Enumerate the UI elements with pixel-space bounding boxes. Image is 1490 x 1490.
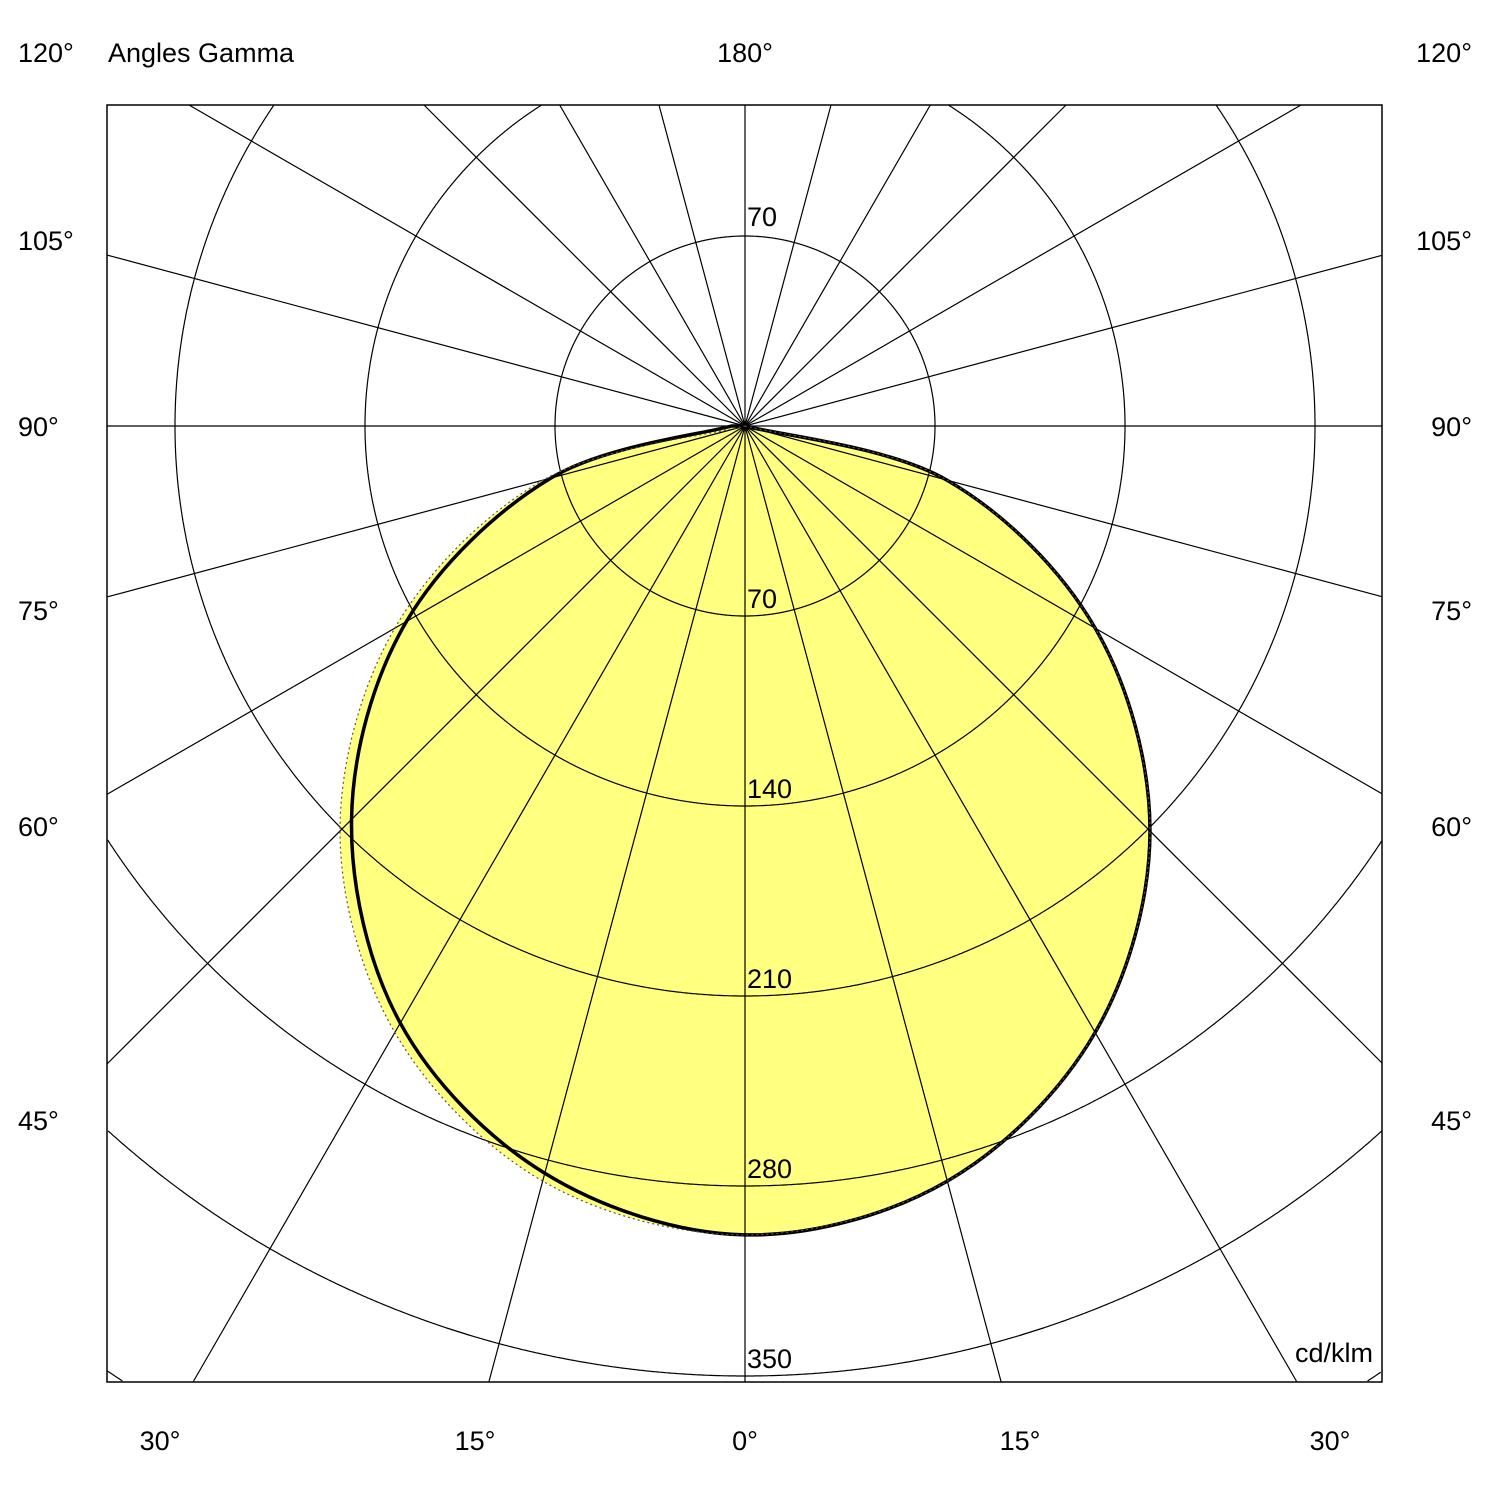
grid-radial-line xyxy=(744,425,1383,795)
grid-radial-line xyxy=(744,254,1383,427)
angle-label-top-right: 120° xyxy=(1416,38,1472,68)
grid-radial-line xyxy=(559,104,746,427)
angle-label-left: 90° xyxy=(18,412,59,442)
chart-title: Angles Gamma xyxy=(108,38,295,68)
angle-label-right: 60° xyxy=(1431,812,1472,842)
angle-label-bottom: 15° xyxy=(455,1426,496,1456)
angle-label-bottom: 0° xyxy=(732,1426,758,1456)
grid-ring xyxy=(174,105,1316,997)
angle-label-bottom: 30° xyxy=(140,1426,181,1456)
ring-label: 210 xyxy=(747,964,792,994)
angle-label-left: 45° xyxy=(18,1106,59,1136)
angle-label-left: 105° xyxy=(18,226,74,256)
plot-frame xyxy=(106,104,1383,1383)
grid-radial-line xyxy=(188,104,746,427)
grid-radial-line xyxy=(744,425,1383,1064)
ring-label-top: 70 xyxy=(747,202,777,232)
angle-label-right: 45° xyxy=(1431,1106,1472,1136)
angle-label-top-center: 180° xyxy=(717,38,773,68)
grid-radial-line xyxy=(744,425,1383,598)
grid-radial-line xyxy=(658,104,746,427)
angle-label-right: 90° xyxy=(1431,412,1472,442)
grid-radial-line xyxy=(744,104,832,427)
grid-ring xyxy=(107,839,1383,1187)
grid-radial-line xyxy=(744,425,1002,1383)
angle-label-top-left: 120° xyxy=(18,38,74,68)
angle-label-left: 60° xyxy=(18,812,59,842)
ring-label: 70 xyxy=(747,584,777,614)
ring-label: 280 xyxy=(747,1154,792,1184)
grid-radial-line xyxy=(488,425,746,1383)
angle-label-bottom: 30° xyxy=(1310,1426,1351,1456)
grid-ring xyxy=(364,104,1126,807)
grid-radial-line xyxy=(744,104,1302,427)
ring-label: 140 xyxy=(747,774,792,804)
grid-radial-line xyxy=(106,254,746,427)
angle-label-right: 75° xyxy=(1431,596,1472,626)
grid-radial-line xyxy=(192,425,746,1383)
grid-radial-line xyxy=(106,425,746,598)
grid-radial-line xyxy=(106,425,746,1065)
grid-radial-line xyxy=(744,104,931,427)
series-line-dotted xyxy=(339,425,1151,1236)
grid-radial-line xyxy=(744,425,1298,1383)
angle-label-bottom: 15° xyxy=(1000,1426,1041,1456)
unit-label: cd/klm xyxy=(1295,1338,1373,1368)
angle-label-right: 105° xyxy=(1416,226,1472,256)
grid-radial-line xyxy=(423,104,746,427)
angle-label-left: 75° xyxy=(18,596,59,626)
ring-label: 350 xyxy=(747,1344,792,1374)
grid-radial-line xyxy=(106,425,746,795)
grid-ring xyxy=(107,1370,1382,1382)
grid-radial-line xyxy=(744,104,1067,427)
